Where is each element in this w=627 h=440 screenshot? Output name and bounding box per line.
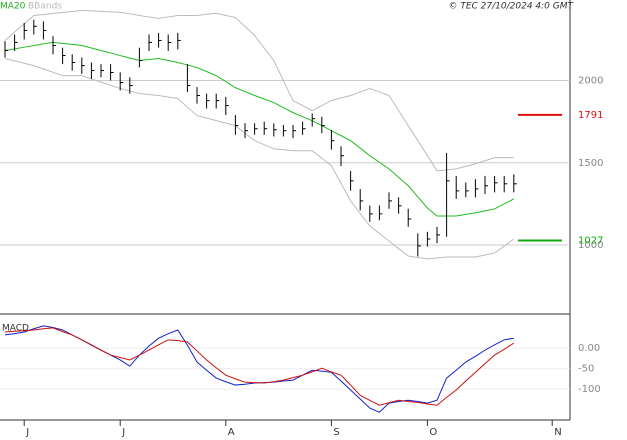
y-tick-label: -50 xyxy=(578,364,594,375)
y-tick-label: 1500 xyxy=(578,158,603,169)
level-label: 1027 xyxy=(578,236,603,247)
copyright: © TEC 27/10/2024 4:0 GMT xyxy=(448,2,574,12)
macd-line xyxy=(4,327,515,406)
x-tick-label: N xyxy=(554,427,561,438)
bband-upper xyxy=(4,9,514,172)
x-tick-label: J xyxy=(25,427,29,438)
legend-bbands: BBands xyxy=(28,2,62,12)
x-tick-label: J xyxy=(121,427,125,438)
x-tick-label: A xyxy=(228,427,235,438)
y-tick-label: -100 xyxy=(578,384,601,395)
y-tick-label: 2000 xyxy=(578,76,603,87)
ma20-line xyxy=(4,41,515,217)
level-label: 1791 xyxy=(578,110,603,121)
macd-title: MACD xyxy=(2,324,29,334)
legend-ma20: MA20 xyxy=(0,2,26,12)
x-tick-label: O xyxy=(429,427,437,438)
x-tick-label: S xyxy=(333,427,339,438)
y-tick-label: 0.00 xyxy=(578,343,600,354)
bband-lower xyxy=(4,58,515,260)
y-tick-label: 1000 xyxy=(578,240,603,251)
